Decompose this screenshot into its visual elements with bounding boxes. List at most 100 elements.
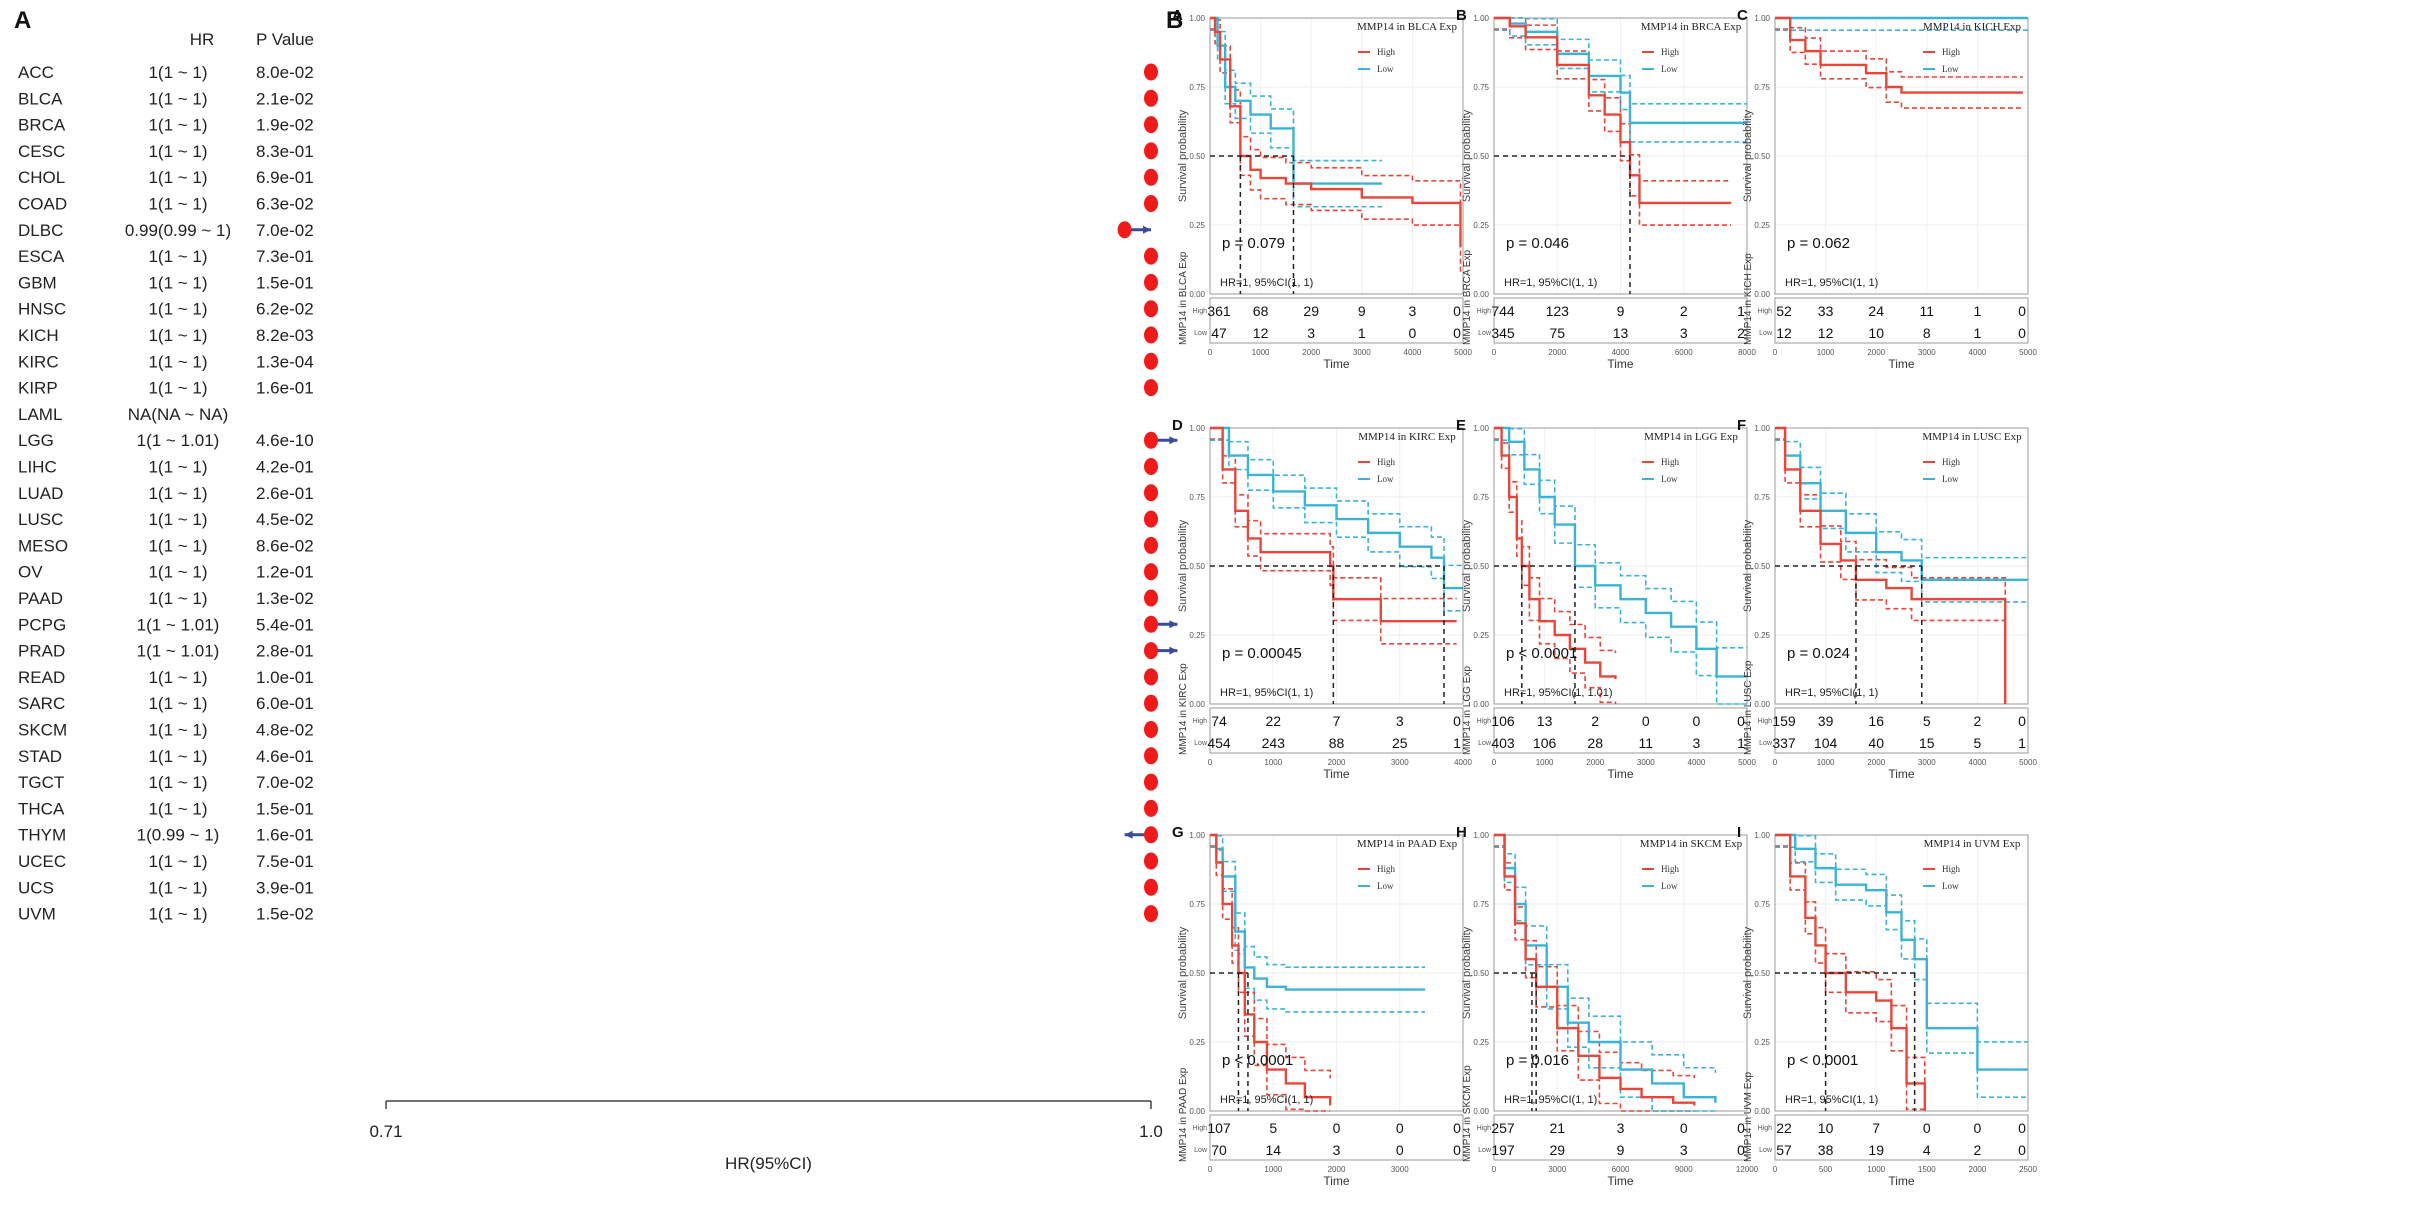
km-risk-table-frame — [1209, 707, 1464, 754]
km-hr-text: HR=1, 95%CI(1, 1) — [1220, 687, 1313, 699]
km-risk-high-count: 123 — [1546, 303, 1570, 319]
forest-row-cancer: UCS — [18, 878, 54, 897]
km-y-tick-label: 0.25 — [1754, 1038, 1770, 1047]
km-x-tick-label: 4000 — [1404, 348, 1422, 357]
km-low-ci-lower — [1494, 439, 1747, 705]
km-letter: A — [1172, 7, 1183, 24]
km-risk-high-count: 744 — [1491, 303, 1515, 319]
km-legend-high-label: High — [1377, 864, 1396, 874]
forest-row-pvalue: 4.8e-02 — [256, 721, 314, 740]
km-low-ci-lower — [1210, 439, 1463, 612]
km-risk-label-high: High — [1193, 718, 1208, 725]
forest-row-cancer: PCPG — [18, 615, 66, 634]
km-y-tick-label: 0.75 — [1473, 493, 1489, 502]
km-legend-low-label: Low — [1942, 881, 1959, 891]
km-risk-label-high: High — [1193, 1125, 1208, 1132]
km-risk-high-count: 0 — [1453, 713, 1461, 729]
km-letter: D — [1172, 417, 1183, 434]
forest-row-cancer: MESO — [18, 536, 68, 555]
km-risk-ylabel: MMP14 in KICH Exp — [1743, 253, 1754, 345]
km-panel: E 1.00 0.75 0.50 0.25 0.00 Survival probabilit… — [1456, 417, 1756, 781]
forest-point — [1144, 379, 1158, 397]
km-y-label: Survival probability — [1177, 109, 1189, 202]
km-risk-low-count: 197 — [1491, 1142, 1515, 1158]
km-title: MMP14 in PAAD Exp — [1357, 838, 1458, 850]
km-y-tick-label: 0.75 — [1473, 900, 1489, 909]
forest-row-hr: 1(1 ~ 1) — [148, 852, 207, 871]
km-x-tick-label: 0 — [1208, 1165, 1213, 1174]
forest-row-pvalue: 8.2e-03 — [256, 326, 314, 345]
km-risk-low-count: 88 — [1329, 735, 1345, 751]
km-risk-label-low: Low — [1478, 740, 1492, 747]
km-x-label: Time — [1607, 357, 1634, 371]
km-y-label: Survival probability — [1177, 926, 1189, 1019]
km-y-tick-label: 0.25 — [1189, 221, 1205, 230]
km-y-tick-label: 0.00 — [1473, 290, 1489, 299]
km-risk-low-count: 38 — [1818, 1142, 1834, 1158]
km-legend-low-label: Low — [1661, 474, 1678, 484]
forest-point — [1144, 510, 1158, 528]
forest-row-hr: 1(1 ~ 1) — [148, 89, 207, 108]
km-x-tick-label: 1000 — [1817, 758, 1835, 767]
forest-row-cancer: LGG — [18, 431, 54, 450]
km-high-ci-upper — [1775, 17, 2023, 78]
forest-row-pvalue: 1.5e-01 — [256, 799, 314, 818]
forest-row-hr: 1(1 ~ 1) — [148, 878, 207, 897]
km-y-tick-label: 0.50 — [1189, 562, 1205, 571]
forest-row-cancer: LUSC — [18, 510, 63, 529]
forest-ci-arrow — [1169, 646, 1178, 655]
km-risk-table-frame — [1774, 1114, 2029, 1161]
km-risk-high-count: 3 — [1409, 303, 1417, 319]
km-risk-low-count: 10 — [1868, 325, 1884, 341]
km-risk-high-count: 13 — [1537, 713, 1553, 729]
km-x-tick-label: 0 — [1773, 758, 1778, 767]
km-title: MMP14 in KICH Exp — [1923, 21, 2022, 33]
km-pvalue: p = 0.024 — [1787, 645, 1850, 662]
km-x-label: Time — [1323, 1174, 1350, 1188]
km-title: MMP14 in UVM Exp — [1924, 838, 2021, 850]
km-y-tick-label: 1.00 — [1473, 14, 1489, 23]
km-risk-low-count: 454 — [1207, 735, 1231, 751]
km-risk-low-count: 3 — [1333, 1142, 1341, 1158]
km-panel: D 1.00 0.75 0.50 0.25 0.00 Survival probabilit… — [1172, 417, 1472, 781]
km-risk-low-count: 3 — [1307, 325, 1315, 341]
km-hr-text: HR=1, 95%CI(1, 1) — [1785, 1094, 1878, 1106]
km-pvalue: p = 0.046 — [1506, 235, 1569, 252]
km-risk-ylabel: MMP14 in PAAD Exp — [1178, 1067, 1189, 1162]
km-risk-high-count: 0 — [1923, 1120, 1931, 1136]
km-risk-low-count: 0 — [2018, 325, 2026, 341]
km-risk-high-count: 0 — [2018, 1120, 2026, 1136]
km-risk-low-count: 15 — [1919, 735, 1935, 751]
km-low-ci-upper — [1494, 17, 1747, 105]
km-legend-high-label: High — [1661, 864, 1680, 874]
forest-header-hr: HR — [190, 30, 215, 49]
km-x-tick-label: 3000 — [1548, 1165, 1566, 1174]
km-low-curve — [1210, 833, 1426, 991]
km-risk-low-count: 28 — [1587, 735, 1603, 751]
km-risk-high-count: 7 — [1872, 1120, 1880, 1136]
km-high-ci-lower — [1494, 28, 1732, 226]
forest-row-hr: 1(1 ~ 1) — [148, 142, 207, 161]
km-panel: B 1.00 0.75 0.50 0.25 0.00 Survival probabilit… — [1456, 7, 1756, 371]
km-risk-low-count: 403 — [1491, 735, 1515, 751]
km-y-tick-label: 1.00 — [1754, 14, 1770, 23]
km-title: MMP14 in BLCA Exp — [1357, 21, 1457, 33]
km-risk-table-frame — [1209, 1114, 1464, 1161]
forest-row-pvalue: 6.9e-01 — [256, 168, 314, 187]
forest-x-label: HR(95%CI) — [725, 1154, 812, 1173]
km-y-tick-label: 0.25 — [1473, 1038, 1489, 1047]
km-legend-low-label: Low — [1661, 64, 1678, 74]
forest-point — [1144, 247, 1158, 265]
km-x-tick-label: 4000 — [1612, 348, 1630, 357]
forest-row-cancer: LIHC — [18, 458, 57, 477]
km-x-tick-label: 2000 — [1969, 1165, 1987, 1174]
km-risk-table-frame — [1493, 707, 1748, 754]
km-risk-ylabel: MMP14 in UVM Exp — [1743, 1072, 1754, 1162]
km-risk-low-count: 104 — [1814, 735, 1838, 751]
km-hr-text: HR=1, 95%CI(1, 1) — [1785, 277, 1878, 289]
km-letter: B — [1456, 7, 1467, 24]
forest-point — [1144, 563, 1158, 581]
km-x-tick-label: 2000 — [1302, 348, 1320, 357]
forest-row-hr: 1(1 ~ 1) — [148, 668, 207, 687]
